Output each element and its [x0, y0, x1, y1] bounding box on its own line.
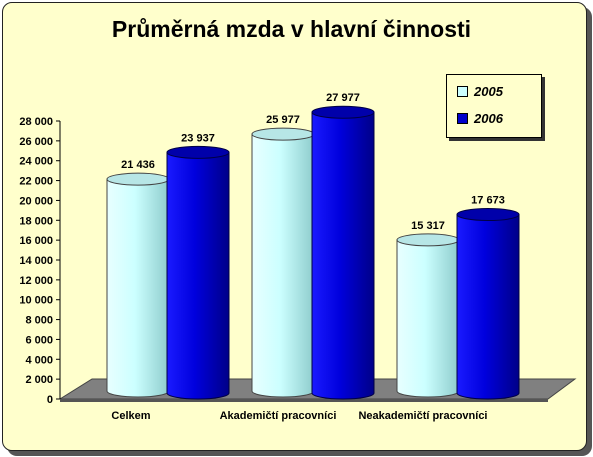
legend: 2005 2006	[446, 74, 542, 138]
bar-top	[106, 172, 170, 186]
data-label-2005-1: 25 977	[266, 114, 300, 126]
y-tick-label: 12 000	[19, 275, 53, 287]
bar-body	[456, 214, 520, 400]
bar-body	[251, 133, 315, 398]
legend-swatch-2005	[457, 86, 468, 97]
y-tick-label: 16 000	[19, 235, 53, 247]
bar-2006-2	[456, 208, 520, 400]
bar-top	[311, 105, 375, 119]
bar-body	[106, 178, 170, 398]
bar-top	[251, 127, 315, 141]
legend-item-2005: 2005	[457, 84, 503, 99]
y-tick-label: 28 000	[19, 116, 53, 128]
legend-label-2005: 2005	[474, 84, 503, 99]
bar-body	[166, 151, 230, 400]
data-label-2005-2: 15 317	[411, 220, 445, 232]
category-labels: Celkem Akademičtí pracovníci Neakademičtí …	[111, 410, 487, 422]
bar-2006-1	[311, 105, 375, 400]
bar-body	[311, 111, 375, 400]
y-tick-label: 2 000	[25, 374, 53, 386]
y-axis: 0 2 000 4 000 6 000 8 000 10 000 12 000 14 000 1…	[19, 116, 61, 406]
category-label-0: Celkem	[111, 410, 150, 422]
y-tick-label: 24 000	[19, 156, 53, 168]
y-tick-label: 20 000	[19, 195, 53, 207]
category-label-1: Akademičtí pracovníci	[220, 410, 337, 422]
bar-2005-2	[396, 233, 460, 398]
bar-2006-0	[166, 145, 230, 400]
data-label-2006-2: 17 673	[471, 195, 505, 207]
legend-item-2006: 2006	[457, 111, 503, 126]
floor-edge	[60, 399, 548, 402]
y-tick-label: 10 000	[19, 295, 53, 307]
y-tick-label: 14 000	[19, 255, 53, 267]
y-tick-label: 18 000	[19, 215, 53, 227]
y-tick-label: 26 000	[19, 136, 53, 148]
data-label-2006-1: 27 977	[326, 92, 360, 104]
chart-title: Průměrná mzda v hlavní činnosti	[111, 16, 472, 42]
legend-label-2006: 2006	[474, 111, 503, 126]
category-label-2: Neakademičtí pracovníci	[358, 410, 487, 422]
y-tick-label: 8 000	[25, 315, 53, 327]
legend-swatch-2006	[457, 113, 468, 124]
bar-top	[166, 145, 230, 159]
bar-top	[396, 233, 460, 247]
bar-top	[456, 208, 520, 222]
bars	[106, 105, 520, 400]
bar-body	[396, 239, 460, 398]
y-tick-label: 0	[47, 394, 53, 406]
y-tick-label: 22 000	[19, 176, 53, 188]
data-label-2006-0: 23 937	[181, 132, 215, 144]
data-label-2005-0: 21 436	[121, 159, 155, 171]
y-tick-label: 4 000	[25, 354, 53, 366]
y-tick-label: 6 000	[25, 334, 53, 346]
bar-2005-0	[106, 172, 170, 398]
bar-2005-1	[251, 127, 315, 398]
data-labels: 21 436 23 937 25 977 27 977 15 317 17 673	[121, 92, 505, 232]
